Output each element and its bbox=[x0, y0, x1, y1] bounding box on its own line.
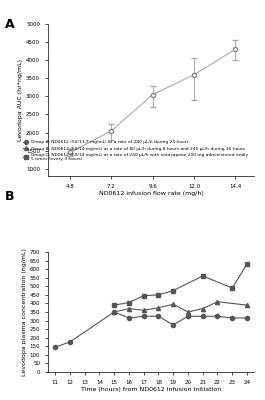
Group B: ND0612 (60/14 mg/mL) at a rate of 80 μL/h during 8 hours and 240 μL/h during 16 hours: (22, 410): ND0612 (60/14 mg/mL) at a rate of 80 μL/… bbox=[216, 299, 219, 304]
X-axis label: ND0612 infusion flow rate (mg/h): ND0612 infusion flow rate (mg/h) bbox=[99, 192, 204, 196]
Text: B: B bbox=[5, 190, 15, 203]
Group B: ND0612 (60/14 mg/mL) at a rate of 80 μL/h during 8 hours and 240 μL/h during 16 hours: (19, 395): ND0612 (60/14 mg/mL) at a rate of 80 μL/… bbox=[172, 302, 175, 307]
Group B: ND0612 (60/14 mg/mL) at a rate of 80 μL/h during 8 hours and 240 μL/h during 16 hours: (20, 350): ND0612 (60/14 mg/mL) at a rate of 80 μL/… bbox=[186, 310, 189, 314]
Group C: ND0612 (60/14 mg/mL) at a rate of 240 μL/h with entacapone 200 mg administered orally
5 times (every 3 hours): (24, 630): ND0612 (60/14 mg/mL) at a rate of 240 μL… bbox=[245, 262, 249, 266]
Group B: ND0612 (60/14 mg/mL) at a rate of 80 μL/h during 8 hours and 240 μL/h during 16 hours: (18, 375): ND0612 (60/14 mg/mL) at a rate of 80 μL/… bbox=[157, 305, 160, 310]
Group C: ND0612 (60/14 mg/mL) at a rate of 240 μL/h with entacapone 200 mg administered orally
5 times (every 3 hours): (15, 390): ND0612 (60/14 mg/mL) at a rate of 240 μL… bbox=[113, 303, 116, 308]
X-axis label: Time (hours) from ND0612 infusion initiation: Time (hours) from ND0612 infusion initia… bbox=[81, 388, 221, 392]
Legend: Group A: ND0612 (50/11.7 mg/mL) at a rate of 240 μL/h during 24 hours, Group B: : Group A: ND0612 (50/11.7 mg/mL) at a rat… bbox=[23, 140, 248, 162]
Group C: ND0612 (60/14 mg/mL) at a rate of 240 μL/h with entacapone 200 mg administered orally
5 times (every 3 hours): (19, 475): ND0612 (60/14 mg/mL) at a rate of 240 μL… bbox=[172, 288, 175, 293]
Group C: ND0612 (60/14 mg/mL) at a rate of 240 μL/h with entacapone 200 mg administered orally
5 times (every 3 hours): (18, 450): ND0612 (60/14 mg/mL) at a rate of 240 μL… bbox=[157, 292, 160, 297]
Group A: ND0612 (50/11.7 mg/mL) at a rate of 240 μL/h during 24 hours: (19, 275): ND0612 (50/11.7 mg/mL) at a rate of 240 … bbox=[172, 322, 175, 327]
Group A: ND0612 (50/11.7 mg/mL) at a rate of 240 μL/h during 24 hours: (23, 315): ND0612 (50/11.7 mg/mL) at a rate of 240 … bbox=[231, 316, 234, 320]
Line: Group B: ND0612 (60/14 mg/mL) at a rate of 80 μL/h during 8 hours and 240 μL/h during 16 hours: Group B: ND0612 (60/14 mg/mL) at a rate … bbox=[112, 300, 249, 314]
Y-axis label: Levodopa AUC (hr*ng/mL): Levodopa AUC (hr*ng/mL) bbox=[18, 59, 23, 141]
Group A: ND0612 (50/11.7 mg/mL) at a rate of 240 μL/h during 24 hours: (21, 325): ND0612 (50/11.7 mg/mL) at a rate of 240 … bbox=[201, 314, 204, 319]
Group C: ND0612 (60/14 mg/mL) at a rate of 240 μL/h with entacapone 200 mg administered orally
5 times (every 3 hours): (23, 490): ND0612 (60/14 mg/mL) at a rate of 240 μL… bbox=[231, 286, 234, 290]
Group B: ND0612 (60/14 mg/mL) at a rate of 80 μL/h during 8 hours and 240 μL/h during 16 hours: (21, 370): ND0612 (60/14 mg/mL) at a rate of 80 μL/… bbox=[201, 306, 204, 311]
Group A: ND0612 (50/11.7 mg/mL) at a rate of 240 μL/h during 24 hours: (17, 325): ND0612 (50/11.7 mg/mL) at a rate of 240 … bbox=[142, 314, 145, 319]
Group A: ND0612 (50/11.7 mg/mL) at a rate of 240 μL/h during 24 hours: (24, 315): ND0612 (50/11.7 mg/mL) at a rate of 240 … bbox=[245, 316, 249, 320]
Group A: ND0612 (50/11.7 mg/mL) at a rate of 240 μL/h during 24 hours: (12, 175): ND0612 (50/11.7 mg/mL) at a rate of 240 … bbox=[68, 340, 72, 344]
Group A: ND0612 (50/11.7 mg/mL) at a rate of 240 μL/h during 24 hours: (15, 350): ND0612 (50/11.7 mg/mL) at a rate of 240 … bbox=[113, 310, 116, 314]
Group B: ND0612 (60/14 mg/mL) at a rate of 80 μL/h during 8 hours and 240 μL/h during 16 hours: (17, 360): ND0612 (60/14 mg/mL) at a rate of 80 μL/… bbox=[142, 308, 145, 313]
Y-axis label: Levodopa plasma concentration (ng/mL): Levodopa plasma concentration (ng/mL) bbox=[22, 248, 27, 376]
Group C: ND0612 (60/14 mg/mL) at a rate of 240 μL/h with entacapone 200 mg administered orally
5 times (every 3 hours): (17, 445): ND0612 (60/14 mg/mL) at a rate of 240 μL… bbox=[142, 293, 145, 298]
Group B: ND0612 (60/14 mg/mL) at a rate of 80 μL/h during 8 hours and 240 μL/h during 16 hours: (24, 390): ND0612 (60/14 mg/mL) at a rate of 80 μL/… bbox=[245, 303, 249, 308]
Group C: ND0612 (60/14 mg/mL) at a rate of 240 μL/h with entacapone 200 mg administered orally
5 times (every 3 hours): (16, 405): ND0612 (60/14 mg/mL) at a rate of 240 μL… bbox=[127, 300, 130, 305]
Group A: ND0612 (50/11.7 mg/mL) at a rate of 240 μL/h during 24 hours: (20, 325): ND0612 (50/11.7 mg/mL) at a rate of 240 … bbox=[186, 314, 189, 319]
Group B: ND0612 (60/14 mg/mL) at a rate of 80 μL/h during 8 hours and 240 μL/h during 16 hours: (15, 350): ND0612 (60/14 mg/mL) at a rate of 80 μL/… bbox=[113, 310, 116, 314]
Group B: ND0612 (60/14 mg/mL) at a rate of 80 μL/h during 8 hours and 240 μL/h during 16 hours: (16, 370): ND0612 (60/14 mg/mL) at a rate of 80 μL/… bbox=[127, 306, 130, 311]
Line: Group C: ND0612 (60/14 mg/mL) at a rate of 240 μL/h with entacapone 200 mg administered orally
5 times (every 3 hours): Group C: ND0612 (60/14 mg/mL) at a rate … bbox=[112, 262, 249, 307]
Text: A: A bbox=[5, 18, 15, 31]
Line: Group A: ND0612 (50/11.7 mg/mL) at a rate of 240 μL/h during 24 hours: Group A: ND0612 (50/11.7 mg/mL) at a rat… bbox=[53, 310, 249, 349]
Group A: ND0612 (50/11.7 mg/mL) at a rate of 240 μL/h during 24 hours: (18, 325): ND0612 (50/11.7 mg/mL) at a rate of 240 … bbox=[157, 314, 160, 319]
Group A: ND0612 (50/11.7 mg/mL) at a rate of 240 μL/h during 24 hours: (11, 145): ND0612 (50/11.7 mg/mL) at a rate of 240 … bbox=[54, 345, 57, 350]
Group A: ND0612 (50/11.7 mg/mL) at a rate of 240 μL/h during 24 hours: (22, 325): ND0612 (50/11.7 mg/mL) at a rate of 240 … bbox=[216, 314, 219, 319]
Group A: ND0612 (50/11.7 mg/mL) at a rate of 240 μL/h during 24 hours: (16, 315): ND0612 (50/11.7 mg/mL) at a rate of 240 … bbox=[127, 316, 130, 320]
Group C: ND0612 (60/14 mg/mL) at a rate of 240 μL/h with entacapone 200 mg administered orally
5 times (every 3 hours): (21, 560): ND0612 (60/14 mg/mL) at a rate of 240 μL… bbox=[201, 274, 204, 278]
